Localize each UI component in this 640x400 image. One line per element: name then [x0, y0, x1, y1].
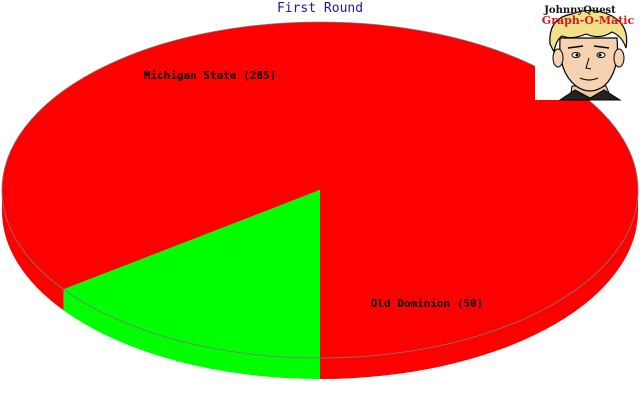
pie-side-1	[63, 289, 321, 379]
graph-o-matic-logo: JohnnyQuest Graph-O-Matic	[535, 0, 640, 101]
pie-top-layer	[1, 21, 639, 359]
chart-title: First Round	[277, 1, 363, 16]
pie-slice-old-dominion	[63, 190, 321, 358]
pie-top-outline	[1, 21, 639, 359]
slice-label-michigan-state: Michigan State (285)	[144, 69, 276, 82]
cartoon-boy-face-icon	[549, 9, 628, 101]
pie-label-layer: Michigan State (285) Old Dominion (50)	[144, 69, 484, 310]
pie-side-0	[2, 190, 64, 311]
logo-title-line1: JohnnyQuest	[543, 5, 616, 16]
slice-label-old-dominion: Old Dominion (50)	[371, 297, 484, 310]
logo-title-line2: Graph-O-Matic	[542, 14, 635, 27]
pie-side-0	[320, 190, 638, 379]
